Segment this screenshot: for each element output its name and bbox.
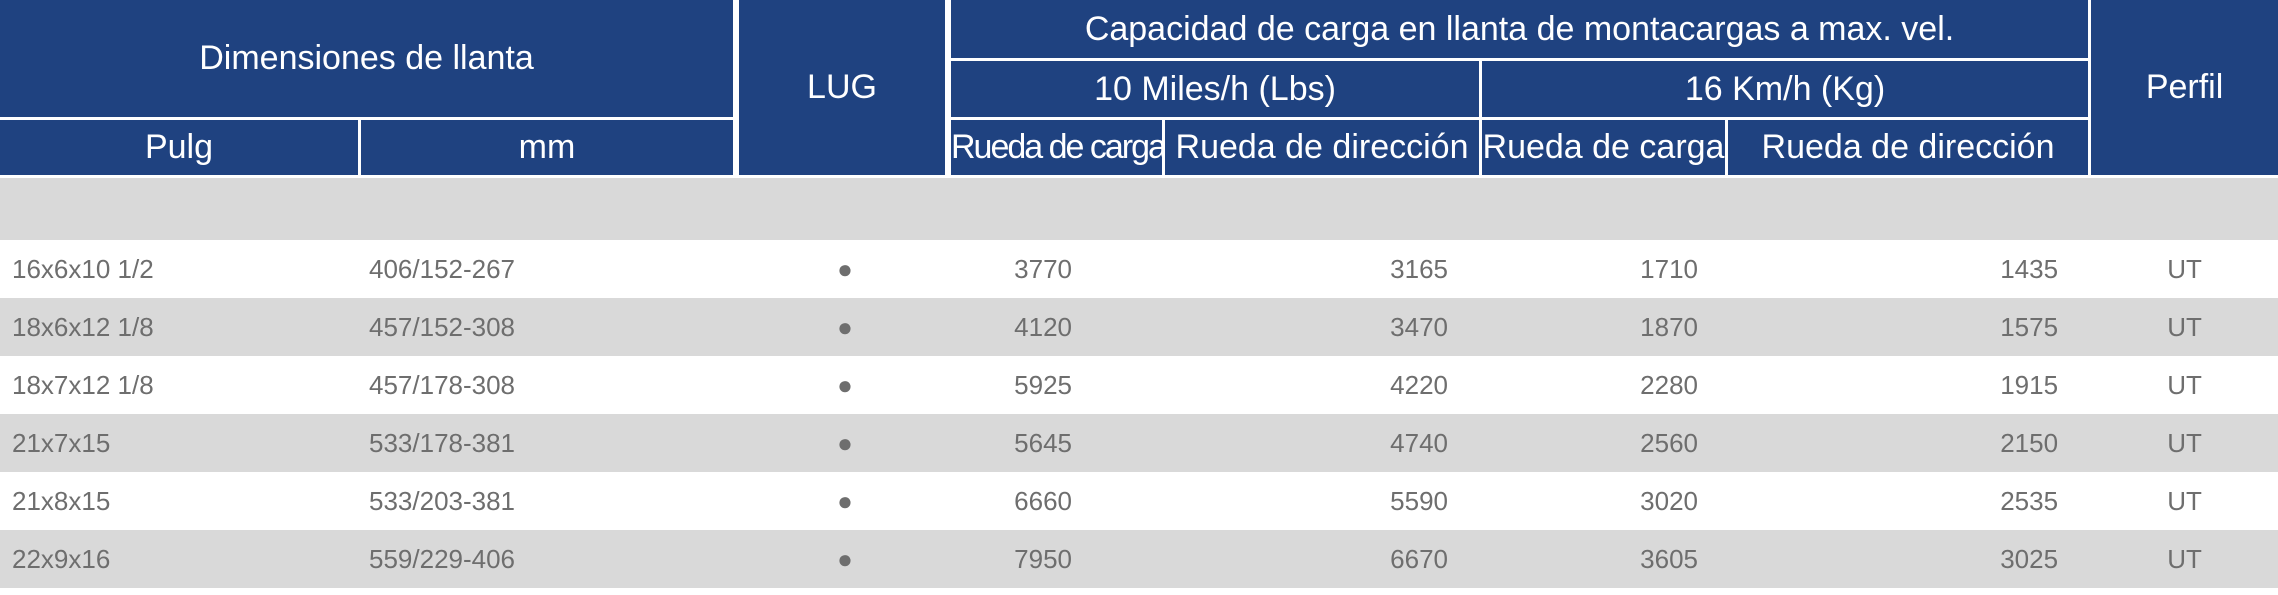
cell-steer-kg: 2535: [1728, 472, 2092, 530]
cell-steer-lbs: 4740: [1165, 414, 1482, 472]
cell-steer-kg: 1575: [1728, 298, 2092, 356]
cell-pulg: 16x6x10 1/2: [0, 240, 361, 298]
header-load-wheel-kg: Rueda de carga: [1482, 120, 1728, 178]
cell-load-kg: 2280: [1482, 356, 1728, 414]
cell-load-kg: 3020: [1482, 472, 1728, 530]
header-steer-wheel-lbs: Rueda de dirección: [1165, 120, 1482, 178]
table-row: 16x6x10 1/2 406/152-267 ● 3770 3165 1710…: [0, 240, 2278, 298]
cell-load-lbs: 6660: [951, 472, 1165, 530]
cell-profile: UT: [2091, 356, 2278, 414]
cell-load-lbs: 5925: [951, 356, 1165, 414]
cell-load-kg: 1710: [1482, 240, 1728, 298]
lug-dot-icon: ●: [739, 414, 951, 472]
header-speed-lbs: 10 Miles/h (Lbs): [951, 61, 1482, 120]
cell-steer-kg: 3025: [1728, 530, 2092, 588]
cell-profile: UT: [2091, 298, 2278, 356]
lug-dot-icon: ●: [739, 240, 951, 298]
cell-load-kg: 3605: [1482, 530, 1728, 588]
lug-dot-icon: ●: [739, 530, 951, 588]
cell-mm: 457/152-308: [361, 298, 739, 356]
cell-profile: UT: [2091, 530, 2278, 588]
cell-steer-kg: 1915: [1728, 356, 2092, 414]
header-speed-kg: 16 Km/h (Kg): [1482, 61, 2092, 120]
table-body: 16x6x10 1/2 406/152-267 ● 3770 3165 1710…: [0, 178, 2278, 588]
spacer-band: [0, 178, 2278, 240]
cell-load-kg: 1870: [1482, 298, 1728, 356]
header-capacity: Capacidad de carga en llanta de montacar…: [951, 0, 2092, 61]
cell-pulg: 18x7x12 1/8: [0, 356, 361, 414]
header-pulg: Pulg: [0, 120, 361, 178]
cell-load-lbs: 5645: [951, 414, 1165, 472]
cell-mm: 559/229-406: [361, 530, 739, 588]
table-row: 21x7x15 533/178-381 ● 5645 4740 2560 215…: [0, 414, 2278, 472]
cell-steer-lbs: 3470: [1165, 298, 1482, 356]
cell-profile: UT: [2091, 472, 2278, 530]
cell-pulg: 18x6x12 1/8: [0, 298, 361, 356]
cell-load-kg: 2560: [1482, 414, 1728, 472]
header-load-wheel-lbs: Rueda de carga: [951, 120, 1165, 178]
table-row: 18x7x12 1/8 457/178-308 ● 5925 4220 2280…: [0, 356, 2278, 414]
header-lug: LUG: [739, 0, 951, 178]
cell-mm: 457/178-308: [361, 356, 739, 414]
cell-steer-lbs: 3165: [1165, 240, 1482, 298]
cell-profile: UT: [2091, 414, 2278, 472]
cell-load-lbs: 7950: [951, 530, 1165, 588]
cell-mm: 533/178-381: [361, 414, 739, 472]
table-row: 18x6x12 1/8 457/152-308 ● 4120 3470 1870…: [0, 298, 2278, 356]
cell-steer-kg: 1435: [1728, 240, 2092, 298]
table-row: 21x8x15 533/203-381 ● 6660 5590 3020 253…: [0, 472, 2278, 530]
cell-pulg: 21x7x15: [0, 414, 361, 472]
lug-dot-icon: ●: [739, 356, 951, 414]
spacer-cell: [0, 178, 2278, 240]
cell-profile: UT: [2091, 240, 2278, 298]
cell-steer-lbs: 6670: [1165, 530, 1482, 588]
header-profile: Perfil: [2091, 0, 2278, 178]
cell-steer-lbs: 4220: [1165, 356, 1482, 414]
cell-steer-kg: 2150: [1728, 414, 2092, 472]
cell-mm: 533/203-381: [361, 472, 739, 530]
cell-load-lbs: 3770: [951, 240, 1165, 298]
cell-load-lbs: 4120: [951, 298, 1165, 356]
table-row: 22x9x16 559/229-406 ● 7950 6670 3605 302…: [0, 530, 2278, 588]
header-mm: mm: [361, 120, 739, 178]
header-steer-wheel-kg: Rueda de dirección: [1728, 120, 2092, 178]
cell-pulg: 22x9x16: [0, 530, 361, 588]
cell-mm: 406/152-267: [361, 240, 739, 298]
cell-pulg: 21x8x15: [0, 472, 361, 530]
cell-steer-lbs: 5590: [1165, 472, 1482, 530]
header-dimensions: Dimensiones de llanta: [0, 0, 739, 120]
lug-dot-icon: ●: [739, 298, 951, 356]
table-header: Dimensiones de llanta LUG Capacidad de c…: [0, 0, 2278, 178]
lug-dot-icon: ●: [739, 472, 951, 530]
